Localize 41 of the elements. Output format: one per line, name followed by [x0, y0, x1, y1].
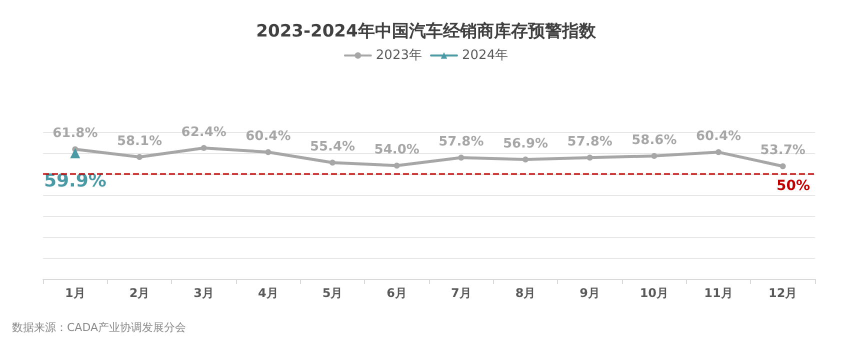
data-label: 58.6%: [632, 132, 677, 148]
point: [651, 152, 658, 159]
x-tick-label: 8月: [515, 286, 536, 300]
x-tick-label: 6月: [386, 286, 408, 300]
chart-title: 2023-2024年中国汽车经销商库存预警指数: [256, 22, 597, 42]
point: [394, 162, 400, 169]
data-label: 60.4%: [246, 129, 291, 144]
data-label: 57.8%: [438, 134, 484, 150]
point: [136, 154, 142, 160]
x-tick-label: 9月: [580, 286, 600, 300]
x-tick-label: 7月: [450, 286, 472, 300]
data-label: 55.4%: [310, 140, 356, 155]
point: [70, 148, 80, 158]
point: [458, 154, 464, 161]
data-label: 62.4%: [181, 124, 226, 140]
data-label: 56.9%: [502, 136, 548, 152]
x-tick-label: 1月: [64, 286, 86, 300]
x-tick-label: 12月: [768, 286, 798, 300]
point: [586, 154, 593, 161]
data-label: 57.8%: [567, 134, 612, 150]
data-label: 58.1%: [116, 134, 162, 149]
x-tick-label: 11月: [704, 286, 733, 300]
x-tick-label: 5月: [322, 286, 343, 300]
point: [716, 149, 722, 156]
ref-line-label: 50%: [776, 178, 810, 194]
point: [330, 160, 336, 166]
x-tick-label: 10月: [640, 286, 669, 300]
legend-label: 2023年: [376, 48, 422, 63]
data-label: 61.8%: [52, 126, 98, 142]
data-label: 53.7%: [760, 143, 806, 158]
point: [200, 144, 207, 151]
x-tick-label: 3月: [194, 286, 214, 300]
x-tick-label: 4月: [258, 286, 278, 300]
legend-label: 2024年: [462, 48, 508, 63]
point: [265, 149, 272, 156]
point: [522, 156, 528, 163]
source-note: 数据来源：CADA产业协调发展分会: [12, 321, 186, 334]
x-tick-label: 2月: [129, 286, 150, 300]
data-label: 60.4%: [696, 129, 742, 144]
data-label: 54.0%: [374, 142, 420, 158]
point: [780, 163, 786, 170]
